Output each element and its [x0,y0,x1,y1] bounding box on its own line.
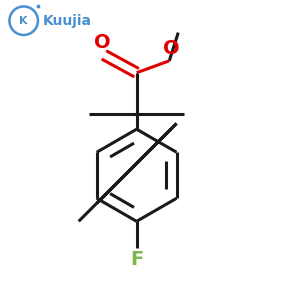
Text: K: K [20,16,28,26]
Text: O: O [164,39,180,58]
Text: Kuujia: Kuujia [43,14,92,28]
Text: O: O [94,33,111,52]
Text: F: F [130,250,143,269]
